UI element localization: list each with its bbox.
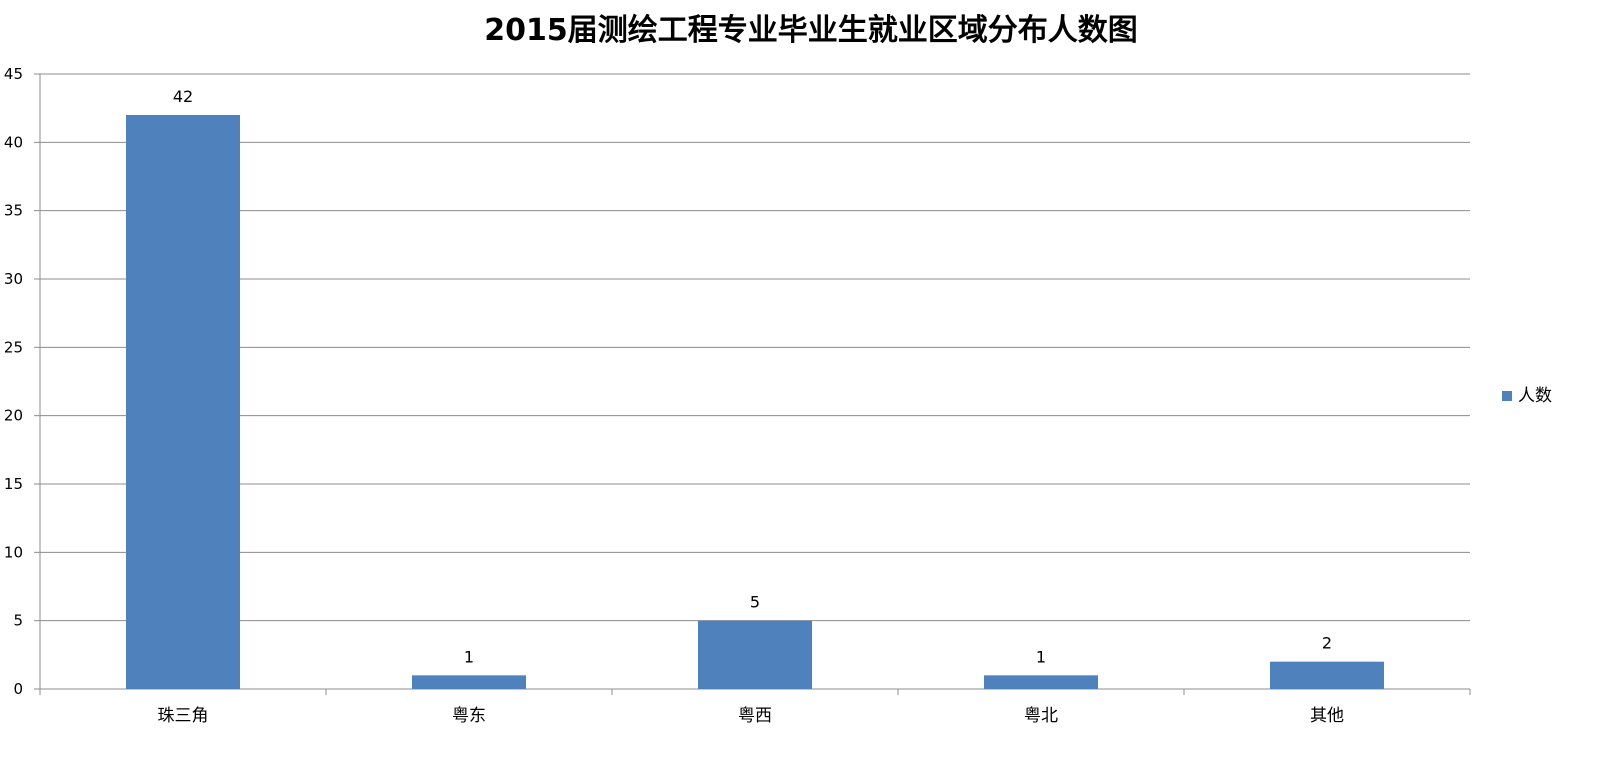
x-category-label: 其他 — [1310, 706, 1344, 726]
y-tick-label: 10 — [4, 543, 23, 561]
bar — [984, 675, 1098, 689]
x-category-label: 粤东 — [452, 706, 486, 726]
bar — [1270, 661, 1384, 689]
bar — [698, 620, 812, 689]
bar — [126, 115, 240, 689]
x-category-label: 粤西 — [738, 706, 772, 726]
data-label: 1 — [464, 647, 474, 666]
y-tick-label: 20 — [4, 407, 23, 425]
data-label: 2 — [1322, 634, 1332, 653]
legend-label: 人数 — [1518, 386, 1552, 406]
legend: 人数 — [1502, 386, 1552, 406]
y-tick-label: 35 — [4, 202, 23, 220]
x-category-label: 粤北 — [1024, 706, 1058, 726]
data-label: 5 — [750, 593, 760, 612]
gridlines — [40, 73, 1470, 622]
y-tick-label: 45 — [4, 65, 23, 83]
y-axis-tick-labels: 0 5 10 15 20 25 30 35 40 45 — [4, 65, 23, 698]
data-labels: 42 1 5 1 2 — [173, 87, 1332, 666]
y-tick-label: 5 — [13, 612, 23, 630]
data-label: 1 — [1036, 647, 1046, 666]
y-tick-label: 0 — [13, 680, 23, 698]
chart-title: 2015届测绘工程专业毕业生就业区域分布人数图 — [484, 13, 1138, 48]
y-tick-label: 30 — [4, 270, 23, 288]
bars — [126, 115, 1384, 689]
data-label: 42 — [173, 87, 193, 106]
legend-swatch — [1502, 391, 1512, 401]
y-tick-label: 15 — [4, 475, 23, 493]
y-tick-label: 40 — [4, 133, 23, 151]
bar — [412, 675, 526, 689]
x-category-label: 珠三角 — [158, 706, 209, 726]
y-tick-label: 25 — [4, 338, 23, 356]
x-axis-category-labels: 珠三角 粤东 粤西 粤北 其他 — [158, 706, 1345, 726]
